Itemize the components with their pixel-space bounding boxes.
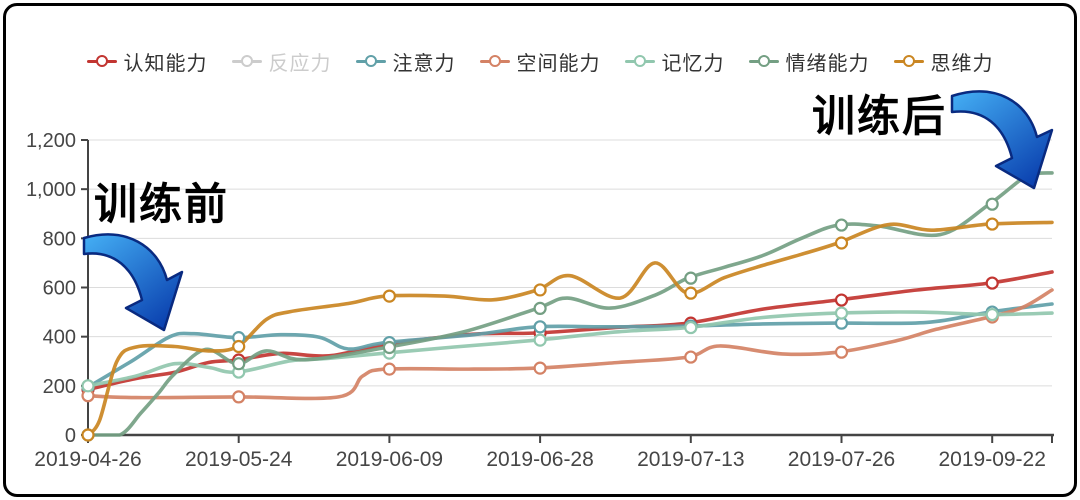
data-point-marker <box>382 340 396 355</box>
data-point-marker <box>382 362 396 376</box>
legend-item-3[interactable]: 空间能力 <box>479 47 601 76</box>
data-point-marker <box>834 236 849 250</box>
data-point-marker <box>834 218 849 232</box>
data-point-marker <box>834 293 849 307</box>
data-point-marker <box>985 307 999 322</box>
series-line-5 <box>86 171 1054 437</box>
data-point-marker <box>533 320 547 334</box>
data-point-marker <box>834 306 849 320</box>
legend-circle <box>488 55 501 67</box>
data-point-marker <box>834 345 849 359</box>
legend-item-4[interactable]: 记忆力 <box>624 47 725 76</box>
legend-line-marker-icon <box>479 54 510 68</box>
chart-legend: 认知能力 反应力 注意力 空间能力 记忆力 情绪能力 思维力 <box>0 44 1080 78</box>
legend-label: 认知能力 <box>123 52 208 75</box>
data-point-marker <box>684 286 698 300</box>
y-axis-label: 200 <box>43 376 76 398</box>
legend-circle <box>364 55 377 67</box>
data-point-marker <box>533 283 547 297</box>
data-point-marker <box>232 390 246 404</box>
data-point-marker <box>985 276 999 290</box>
data-point-marker <box>533 301 547 315</box>
data-point-marker <box>684 350 698 364</box>
x-axis-label: 2019-05-24 <box>185 448 293 471</box>
x-axis-label: 2019-06-09 <box>336 448 443 471</box>
x-axis-label: 2019-09-22 <box>938 448 1045 471</box>
y-axis-label: 1,000 <box>26 179 76 201</box>
legend-circle <box>757 55 770 67</box>
data-point-marker <box>382 289 396 303</box>
legend-label: 情绪能力 <box>785 52 870 75</box>
annotation-after-training: 训练后 <box>812 93 947 141</box>
data-point-marker <box>533 333 547 347</box>
data-point-marker <box>684 271 698 285</box>
y-axis-label: 0 <box>65 425 76 447</box>
legend-line-marker-icon <box>231 54 262 68</box>
legend-circle <box>95 55 108 67</box>
data-point-marker <box>684 320 698 335</box>
legend-item-5[interactable]: 情绪能力 <box>748 47 870 76</box>
legend-label: 注意力 <box>392 52 456 75</box>
legend-circle <box>633 55 646 67</box>
legend-line-marker-icon <box>748 54 779 68</box>
y-axis-label: 600 <box>43 278 76 300</box>
y-axis-label: 800 <box>43 228 76 250</box>
data-point-marker <box>232 339 246 354</box>
legend-label: 空间能力 <box>516 52 601 75</box>
x-axis-label: 2019-07-13 <box>637 448 744 471</box>
legend-line-marker-icon <box>355 54 386 68</box>
legend-line-marker-icon <box>893 54 924 68</box>
legend-item-1[interactable]: 反应力 <box>231 47 332 76</box>
legend-label: 反应力 <box>268 52 332 75</box>
legend-line-marker-icon <box>624 54 655 68</box>
x-axis-label: 2019-06-28 <box>486 448 593 471</box>
y-axis-label: 400 <box>43 327 76 349</box>
legend-circle <box>902 55 915 67</box>
series-line-3 <box>86 288 1054 401</box>
data-point-marker <box>232 357 246 371</box>
legend-label: 记忆力 <box>661 52 725 75</box>
legend-circle <box>240 55 253 67</box>
x-axis-label: 2019-04-26 <box>34 448 141 471</box>
legend-item-2[interactable]: 注意力 <box>355 47 456 76</box>
data-point-marker <box>985 197 999 211</box>
y-axis-label: 1,200 <box>26 130 76 152</box>
annotation-before-training: 训练前 <box>94 181 229 229</box>
data-point-marker <box>985 217 999 231</box>
legend-line-marker-icon <box>86 54 117 68</box>
legend-label: 思维力 <box>930 52 994 75</box>
data-point-marker <box>533 361 547 375</box>
legend-item-6[interactable]: 思维力 <box>893 47 994 76</box>
data-point-marker <box>81 428 95 442</box>
legend-item-0[interactable]: 认知能力 <box>86 47 208 76</box>
series-line-6 <box>86 220 1054 437</box>
x-axis-label: 2019-07-26 <box>788 448 895 471</box>
data-point-marker <box>81 379 95 393</box>
series-line-4 <box>86 310 1054 388</box>
